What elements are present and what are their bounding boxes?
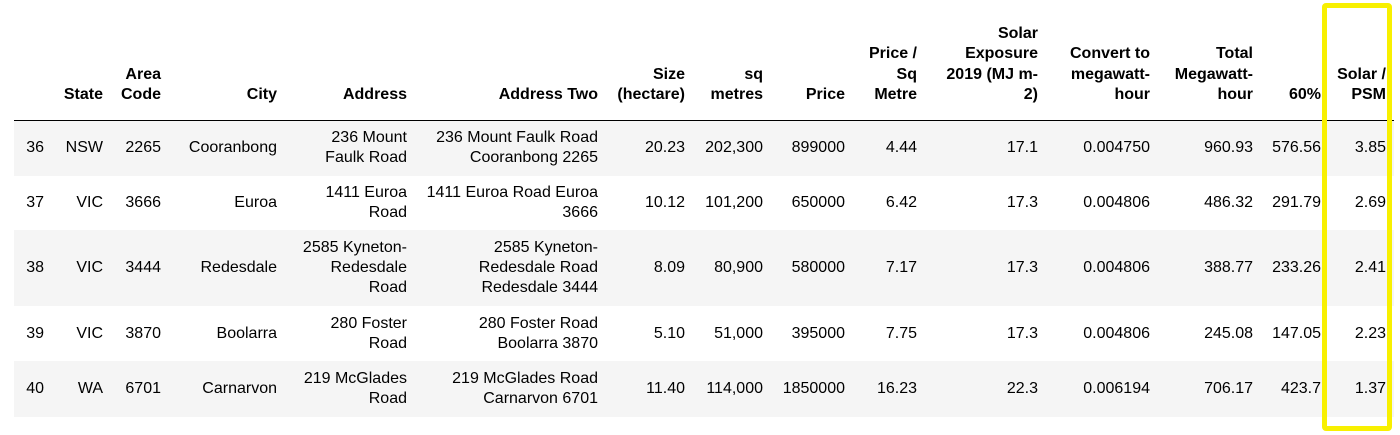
cell-city: Redesdale: [169, 230, 285, 306]
cell-price-per-sq-metre: 7.17: [853, 230, 925, 306]
cell-state: NSW: [52, 120, 111, 176]
cell-convert-mwh: 0.004806: [1046, 230, 1158, 306]
cell-city: Euroa: [169, 176, 285, 230]
dataframe-table: State Area Code City Address Address Two…: [14, 0, 1394, 417]
cell-total-mwh: 960.93: [1158, 120, 1261, 176]
cell-total-mwh: 486.32: [1158, 176, 1261, 230]
cell-60-percent: 291.79: [1261, 176, 1329, 230]
header-address-two: Address Two: [415, 0, 606, 121]
header-total-mwh: Total Megawatt-hour: [1158, 0, 1261, 121]
cell-city: Cooranbong: [169, 120, 285, 176]
header-price-per-sq-metre: Price / Sq Metre: [853, 0, 925, 121]
cell-address-two: 236 Mount Faulk Road Cooranbong 2265: [415, 120, 606, 176]
header-state: State: [52, 0, 111, 121]
header-row: State Area Code City Address Address Two…: [14, 0, 1394, 121]
cell-state: VIC: [52, 230, 111, 306]
cell-state: VIC: [52, 176, 111, 230]
header-60-percent: 60%: [1261, 0, 1329, 121]
cell-area-code: 3666: [111, 176, 169, 230]
cell-address-two: 2585 Kyneton-Redesdale Road Redesdale 34…: [415, 230, 606, 306]
cell-solar-psm: 3.85: [1329, 120, 1394, 176]
cell-solar-exposure: 17.3: [925, 230, 1046, 306]
table-row: 38 VIC 3444 Redesdale 2585 Kyneton-Redes…: [14, 230, 1394, 306]
cell-price-per-sq-metre: 6.42: [853, 176, 925, 230]
cell-solar-exposure: 17.3: [925, 176, 1046, 230]
cell-address: 236 Mount Faulk Road: [285, 120, 415, 176]
cell-price-per-sq-metre: 4.44: [853, 120, 925, 176]
cell-size-hectare: 5.10: [606, 306, 693, 361]
cell-sq-metres: 101,200: [693, 176, 771, 230]
table-row: 39 VIC 3870 Boolarra 280 Foster Road 280…: [14, 306, 1394, 361]
cell-address: 219 McGlades Road: [285, 361, 415, 417]
cell-area-code: 6701: [111, 361, 169, 417]
cell-price-per-sq-metre: 16.23: [853, 361, 925, 417]
cell-total-mwh: 388.77: [1158, 230, 1261, 306]
table-row: 40 WA 6701 Carnarvon 219 McGlades Road 2…: [14, 361, 1394, 417]
cell-address-two: 280 Foster Road Boolarra 3870: [415, 306, 606, 361]
row-index: 39: [14, 306, 52, 361]
cell-solar-exposure: 17.3: [925, 306, 1046, 361]
table-row: 36 NSW 2265 Cooranbong 236 Mount Faulk R…: [14, 120, 1394, 176]
cell-solar-psm: 2.23: [1329, 306, 1394, 361]
cell-price: 580000: [771, 230, 853, 306]
cell-total-mwh: 706.17: [1158, 361, 1261, 417]
cell-area-code: 3444: [111, 230, 169, 306]
cell-price-per-sq-metre: 7.75: [853, 306, 925, 361]
row-index: 37: [14, 176, 52, 230]
cell-sq-metres: 114,000: [693, 361, 771, 417]
cell-price: 1850000: [771, 361, 853, 417]
header-size-hectare: Size (hectare): [606, 0, 693, 121]
header-sq-metres: sq metres: [693, 0, 771, 121]
cell-sq-metres: 51,000: [693, 306, 771, 361]
cell-address: 1411 Euroa Road: [285, 176, 415, 230]
header-convert-mwh: Convert to megawatt-hour: [1046, 0, 1158, 121]
cell-price: 650000: [771, 176, 853, 230]
cell-convert-mwh: 0.006194: [1046, 361, 1158, 417]
header-index: [14, 0, 52, 121]
cell-60-percent: 147.05: [1261, 306, 1329, 361]
cell-solar-exposure: 22.3: [925, 361, 1046, 417]
row-index: 38: [14, 230, 52, 306]
cell-city: Boolarra: [169, 306, 285, 361]
header-solar-exposure: Solar Exposure 2019 (MJ m-2): [925, 0, 1046, 121]
cell-area-code: 2265: [111, 120, 169, 176]
cell-60-percent: 423.7: [1261, 361, 1329, 417]
header-price: Price: [771, 0, 853, 121]
cell-price: 899000: [771, 120, 853, 176]
cell-solar-psm: 2.69: [1329, 176, 1394, 230]
cell-solar-psm: 1.37: [1329, 361, 1394, 417]
cell-city: Carnarvon: [169, 361, 285, 417]
header-area-code: Area Code: [111, 0, 169, 121]
cell-address-two: 219 McGlades Road Carnarvon 6701: [415, 361, 606, 417]
cell-convert-mwh: 0.004750: [1046, 120, 1158, 176]
cell-address-two: 1411 Euroa Road Euroa 3666: [415, 176, 606, 230]
cell-convert-mwh: 0.004806: [1046, 306, 1158, 361]
header-solar-psm: Solar / PSM: [1329, 0, 1394, 121]
cell-solar-exposure: 17.1: [925, 120, 1046, 176]
row-index: 36: [14, 120, 52, 176]
row-index: 40: [14, 361, 52, 417]
table-row: 37 VIC 3666 Euroa 1411 Euroa Road 1411 E…: [14, 176, 1394, 230]
cell-60-percent: 576.56: [1261, 120, 1329, 176]
cell-address: 280 Foster Road: [285, 306, 415, 361]
cell-state: WA: [52, 361, 111, 417]
cell-price: 395000: [771, 306, 853, 361]
cell-size-hectare: 8.09: [606, 230, 693, 306]
cell-sq-metres: 80,900: [693, 230, 771, 306]
cell-address: 2585 Kyneton-Redesdale Road: [285, 230, 415, 306]
cell-sq-metres: 202,300: [693, 120, 771, 176]
cell-size-hectare: 20.23: [606, 120, 693, 176]
cell-size-hectare: 10.12: [606, 176, 693, 230]
cell-total-mwh: 245.08: [1158, 306, 1261, 361]
cell-solar-psm: 2.41: [1329, 230, 1394, 306]
header-city: City: [169, 0, 285, 121]
cell-60-percent: 233.26: [1261, 230, 1329, 306]
cell-convert-mwh: 0.004806: [1046, 176, 1158, 230]
cell-area-code: 3870: [111, 306, 169, 361]
header-address: Address: [285, 0, 415, 121]
cell-size-hectare: 11.40: [606, 361, 693, 417]
cell-state: VIC: [52, 306, 111, 361]
